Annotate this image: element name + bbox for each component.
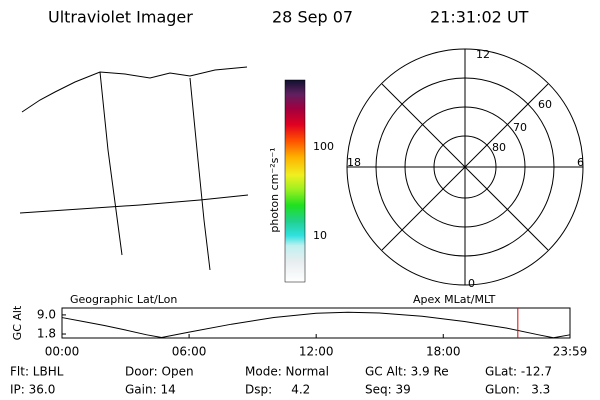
info: Flt: LBHL Door: Open Mode: Normal GC Alt… xyxy=(10,365,552,397)
x-tick-label: 00:00 xyxy=(45,345,80,359)
y-tick-label: 9.0 xyxy=(37,307,56,321)
polar-ring-label: 60 xyxy=(538,98,552,111)
polar-ring-label: 80 xyxy=(492,141,506,154)
x-tick-label: 06:00 xyxy=(172,345,207,359)
polar-label: 0 xyxy=(468,277,475,290)
x-tick-label: 12:00 xyxy=(299,345,334,359)
info-text: GLat: -12.7 xyxy=(485,365,552,379)
y-tick-label: 1.8 xyxy=(37,327,56,341)
info-text: GC Alt: 3.9 Re xyxy=(365,365,449,379)
time: 21:31:02 UT xyxy=(430,8,529,27)
colorbar-tick: 10 xyxy=(313,229,327,242)
info-text: Seq: 39 xyxy=(365,383,411,397)
map-label: Geographic Lat/Lon xyxy=(70,293,177,306)
date: 28 Sep 07 xyxy=(272,8,353,27)
info-text: Door: Open xyxy=(125,365,194,379)
y-axis-label: GC Alt xyxy=(11,305,24,340)
polar-ring-label: 70 xyxy=(513,121,527,134)
polar-label: 12 xyxy=(476,48,490,61)
colorbar xyxy=(284,79,306,283)
info-text: Gain: 14 xyxy=(125,383,176,397)
title: Ultraviolet Imager xyxy=(48,8,193,27)
polar-grid xyxy=(346,48,584,286)
polar-label: 18 xyxy=(347,156,361,169)
altitude-line xyxy=(61,311,571,339)
info-text: Dsp: 4.2 xyxy=(245,383,310,397)
plot-frame xyxy=(61,307,571,339)
x-tick-label: 23:59 xyxy=(553,345,588,359)
apex-label: Apex MLat/MLT xyxy=(413,293,496,306)
info-text: Mode: Normal xyxy=(245,365,329,379)
colorbar-tick: 100 xyxy=(313,140,334,153)
colorbar-label: photon cm⁻²s⁻¹ xyxy=(268,147,281,232)
x-tick-label: 18:00 xyxy=(426,345,461,359)
info-text: GLon: 3.3 xyxy=(485,383,550,397)
polar-label: 6 xyxy=(577,156,584,169)
info-text: Flt: LBHL xyxy=(10,365,64,379)
map xyxy=(19,66,249,271)
info-text: IP: 36.0 xyxy=(10,383,55,397)
